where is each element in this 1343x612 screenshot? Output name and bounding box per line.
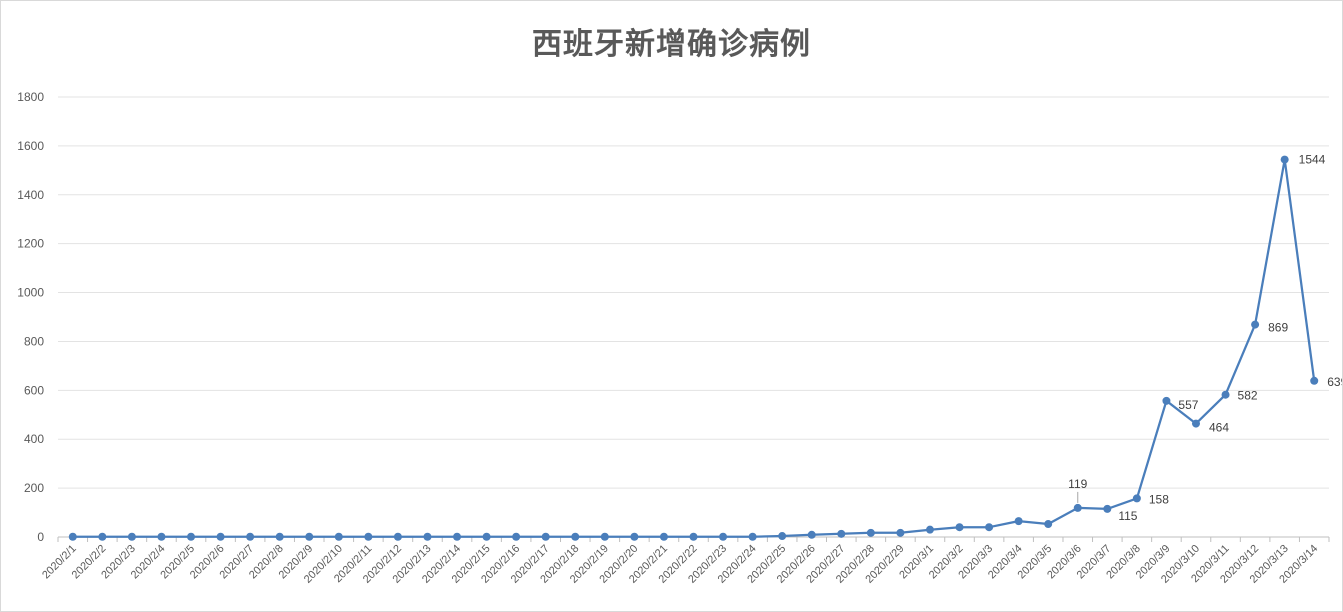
y-tick-label: 1600 bbox=[17, 139, 44, 153]
series-new-cases bbox=[68, 155, 1319, 541]
data-point bbox=[305, 532, 314, 541]
y-axis: 0 200 400 600 800 1000 1200 1400 1600 1800 bbox=[17, 90, 44, 544]
data-point bbox=[1162, 396, 1171, 405]
data-point bbox=[719, 532, 728, 541]
data-point bbox=[1132, 494, 1141, 503]
data-point bbox=[1073, 503, 1082, 512]
data-label: 1544 bbox=[1299, 153, 1326, 167]
data-point bbox=[630, 532, 639, 541]
data-point bbox=[807, 530, 816, 539]
data-label: 582 bbox=[1238, 389, 1258, 403]
y-tick-label: 600 bbox=[24, 383, 44, 397]
data-point bbox=[925, 525, 934, 534]
data-point bbox=[98, 532, 107, 541]
data-point bbox=[1280, 155, 1289, 164]
data-label: 158 bbox=[1149, 492, 1169, 506]
data-point bbox=[127, 532, 136, 541]
y-tick-label: 0 bbox=[37, 530, 44, 544]
data-point bbox=[1251, 320, 1260, 329]
data-label: 119 bbox=[1068, 477, 1087, 491]
y-tick-label: 1200 bbox=[17, 237, 44, 251]
data-point bbox=[157, 532, 166, 541]
data-labels: 119 115 158 557 464 582 869 1544 639 bbox=[1068, 153, 1342, 523]
data-point bbox=[1044, 520, 1053, 529]
data-point bbox=[985, 523, 994, 532]
data-point bbox=[541, 532, 550, 541]
data-point bbox=[187, 532, 196, 541]
data-point bbox=[778, 532, 787, 541]
data-point bbox=[659, 532, 668, 541]
data-point bbox=[512, 532, 521, 541]
data-point bbox=[866, 528, 875, 537]
data-point bbox=[334, 532, 343, 541]
data-point bbox=[571, 532, 580, 541]
data-point bbox=[1310, 376, 1319, 385]
data-point bbox=[246, 532, 255, 541]
data-point bbox=[1014, 517, 1023, 526]
data-label: 464 bbox=[1209, 421, 1229, 435]
data-point bbox=[482, 532, 491, 541]
data-label: 869 bbox=[1268, 321, 1288, 335]
data-point bbox=[1221, 390, 1230, 399]
data-point bbox=[364, 532, 373, 541]
y-tick-label: 1000 bbox=[17, 286, 44, 300]
x-axis: 2020/2/12020/2/22020/2/32020/2/42020/2/5… bbox=[40, 537, 1330, 586]
data-point bbox=[216, 532, 225, 541]
data-point bbox=[393, 532, 402, 541]
data-label: 639 bbox=[1327, 375, 1342, 389]
data-point bbox=[600, 532, 609, 541]
data-point bbox=[837, 529, 846, 538]
y-tick-label: 200 bbox=[24, 481, 44, 495]
chart-title: 西班牙新增确诊病例 bbox=[532, 27, 811, 62]
data-point bbox=[955, 523, 964, 532]
data-point bbox=[1191, 419, 1200, 428]
y-tick-label: 1800 bbox=[17, 90, 44, 104]
y-tick-label: 1400 bbox=[17, 188, 44, 202]
data-label: 557 bbox=[1178, 398, 1198, 412]
y-tick-label: 800 bbox=[24, 334, 44, 348]
data-point bbox=[748, 532, 757, 541]
data-point bbox=[896, 528, 905, 537]
data-point bbox=[423, 532, 432, 541]
y-tick-label: 400 bbox=[24, 432, 44, 446]
data-point bbox=[689, 532, 698, 541]
data-point bbox=[453, 532, 462, 541]
data-point bbox=[1103, 504, 1112, 513]
data-label: 115 bbox=[1118, 509, 1137, 523]
data-point bbox=[275, 532, 284, 541]
gridlines bbox=[58, 96, 1329, 538]
data-point bbox=[68, 532, 77, 541]
series-line bbox=[72, 158, 1316, 538]
